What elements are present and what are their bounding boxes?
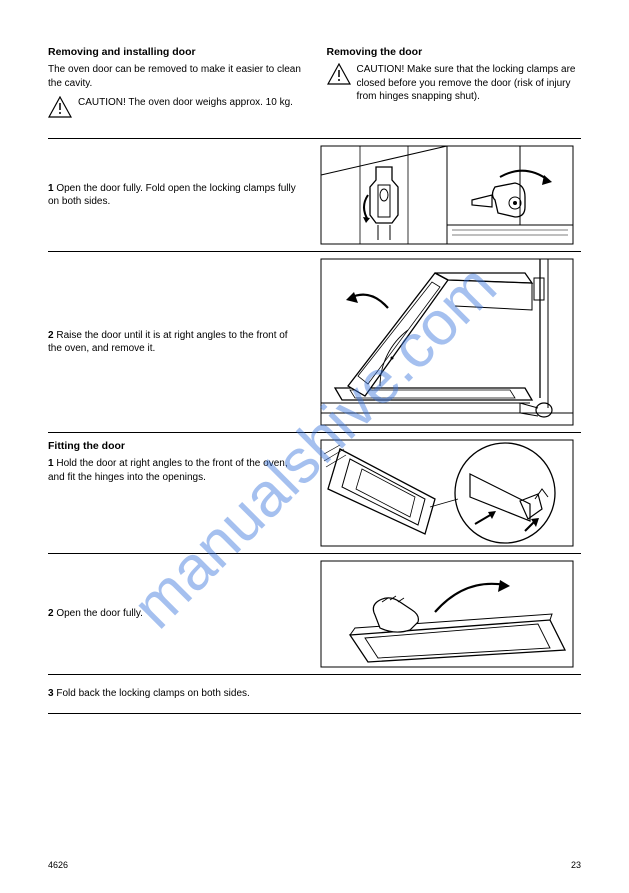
left-warning: CAUTION! The oven door weighs approx. 10… bbox=[48, 96, 303, 118]
footer-left: 4626 bbox=[48, 859, 68, 871]
step-3-body: Hold the door at right angles to the fro… bbox=[48, 458, 288, 483]
step-4: 2 Open the door fully. bbox=[48, 554, 581, 675]
step-4-text: 2 Open the door fully. bbox=[48, 607, 313, 621]
step-5-num: 3 bbox=[48, 688, 54, 699]
caution-icon bbox=[327, 63, 351, 85]
step-2: 2 Raise the door until it is at right an… bbox=[48, 252, 581, 433]
footer-right: 23 bbox=[571, 859, 581, 871]
caution-icon bbox=[48, 96, 72, 118]
step-2-body: Raise the door until it is at right angl… bbox=[48, 330, 288, 355]
left-heading: Removing and installing door bbox=[48, 45, 303, 59]
right-warning: CAUTION! Make sure that the locking clam… bbox=[327, 63, 582, 104]
footer: 4626 23 bbox=[48, 859, 581, 871]
step-3-text: Fitting the door 1 Hold the door at righ… bbox=[48, 439, 313, 484]
top-section: Removing and installing door The oven do… bbox=[48, 45, 581, 124]
step-1-num: 1 bbox=[48, 183, 54, 194]
step-2-image bbox=[313, 258, 581, 426]
step-4-body: Open the door fully. bbox=[56, 608, 143, 619]
step-4-image bbox=[313, 560, 581, 668]
right-heading: Removing the door bbox=[327, 45, 582, 59]
step-3: Fitting the door 1 Hold the door at righ… bbox=[48, 433, 581, 554]
step-1-body: Open the door fully. Fold open the locki… bbox=[48, 183, 296, 208]
right-warning-text: CAUTION! Make sure that the locking clam… bbox=[357, 63, 582, 104]
left-warning-text: CAUTION! The oven door weighs approx. 10… bbox=[78, 96, 303, 110]
step-1: 1 Open the door fully. Fold open the loc… bbox=[48, 139, 581, 252]
step-5-text: 3 Fold back the locking clamps on both s… bbox=[48, 681, 313, 707]
step-1-image bbox=[313, 145, 581, 245]
step-3-heading: Fitting the door bbox=[48, 439, 301, 453]
step-2-num: 2 bbox=[48, 330, 54, 341]
left-paragraph: The oven door can be removed to make it … bbox=[48, 63, 303, 90]
step-5-body: Fold back the locking clamps on both sid… bbox=[56, 688, 249, 699]
right-column: Removing the door CAUTION! Make sure tha… bbox=[327, 45, 582, 124]
step-4-num: 2 bbox=[48, 608, 54, 619]
step-5: 3 Fold back the locking clamps on both s… bbox=[48, 675, 581, 714]
step-3-image bbox=[313, 439, 581, 547]
step-3-num: 1 bbox=[48, 458, 54, 469]
step-1-text: 1 Open the door fully. Fold open the loc… bbox=[48, 182, 313, 209]
step-2-text: 2 Raise the door until it is at right an… bbox=[48, 329, 313, 356]
left-column: Removing and installing door The oven do… bbox=[48, 45, 303, 124]
page-content: Removing and installing door The oven do… bbox=[48, 45, 581, 714]
